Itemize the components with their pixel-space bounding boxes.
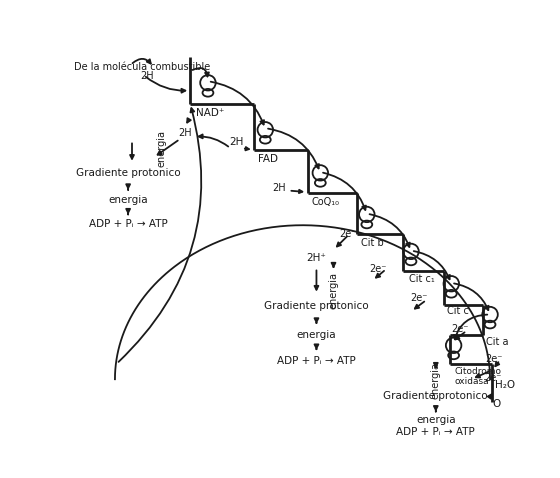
Text: CoQ₁₀: CoQ₁₀ xyxy=(312,197,340,206)
Text: energia: energia xyxy=(329,272,338,309)
Text: ADP + Pᵢ → ATP: ADP + Pᵢ → ATP xyxy=(277,356,356,366)
Text: 2e⁻: 2e⁻ xyxy=(339,229,356,239)
Text: energia: energia xyxy=(416,415,456,425)
Text: De la molécula combustible: De la molécula combustible xyxy=(74,62,210,72)
Text: energia: energia xyxy=(108,195,148,205)
Text: Cit c: Cit c xyxy=(447,306,469,316)
Text: ADP + Pᵢ → ATP: ADP + Pᵢ → ATP xyxy=(396,426,475,436)
Text: O: O xyxy=(492,399,501,409)
Text: Gradiente protonico: Gradiente protonico xyxy=(264,301,369,311)
Text: Gradiente protonico: Gradiente protonico xyxy=(384,391,488,401)
Text: 2H: 2H xyxy=(141,71,155,81)
Text: 2H: 2H xyxy=(230,137,244,147)
Text: NAD⁺: NAD⁺ xyxy=(195,108,224,118)
Text: Cit b: Cit b xyxy=(361,238,384,248)
Text: Cit c₁: Cit c₁ xyxy=(409,274,435,284)
Text: Cit a: Cit a xyxy=(486,337,508,347)
Text: energia: energia xyxy=(297,329,336,339)
Text: 2H⁺: 2H⁺ xyxy=(306,252,326,262)
Text: ADP + Pᵢ → ATP: ADP + Pᵢ → ATP xyxy=(88,219,167,229)
Text: 2e⁻: 2e⁻ xyxy=(484,373,502,383)
Text: H₂O: H₂O xyxy=(494,380,515,391)
Text: 2H: 2H xyxy=(178,128,192,138)
Text: Citodromo
oxidasa: Citodromo oxidasa xyxy=(454,367,501,386)
Text: Gradiente protonico: Gradiente protonico xyxy=(76,168,180,178)
Text: 2e⁻: 2e⁻ xyxy=(485,354,502,364)
Text: energia: energia xyxy=(431,362,441,399)
Text: 2H: 2H xyxy=(272,183,286,193)
Text: energia: energia xyxy=(156,130,166,167)
Text: 2e⁻: 2e⁻ xyxy=(451,324,468,334)
Text: FAD: FAD xyxy=(258,153,278,163)
Text: 2e⁻: 2e⁻ xyxy=(410,293,428,303)
Text: 2e⁻: 2e⁻ xyxy=(369,264,386,274)
